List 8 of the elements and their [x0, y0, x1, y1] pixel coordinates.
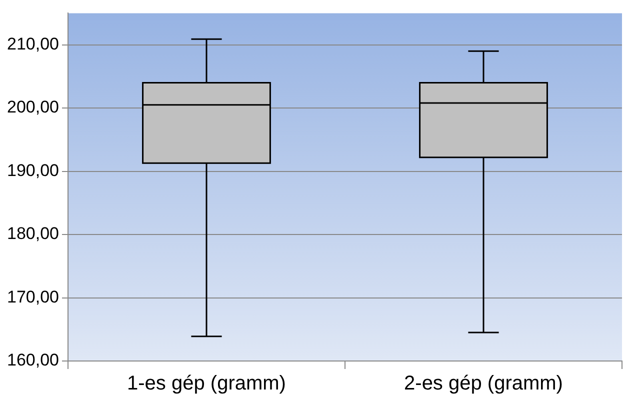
- x-tick-label: 2-es gép (gramm): [404, 372, 563, 395]
- y-tick-label: 190,00: [6, 160, 59, 180]
- y-tick-label: 200,00: [6, 98, 59, 117]
- y-tick-label: 170,00: [6, 287, 59, 306]
- y-tick-label: 160,00: [6, 350, 59, 370]
- y-tick-label: 180,00: [6, 224, 59, 244]
- y-tick-label: 210,00: [6, 34, 59, 54]
- x-tick-label: 1-es gép (gramm): [127, 372, 286, 395]
